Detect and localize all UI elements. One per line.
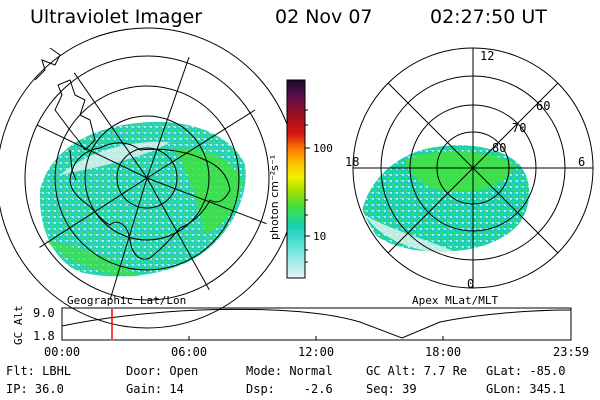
status-door: Door: Open (126, 364, 199, 378)
altitude-plot: 9.0 1.8 GC Alt 00:00 06:00 12:00 18:00 2… (12, 305, 589, 359)
time-tick-0600: 06:00 (171, 345, 207, 359)
status-gain: Gain: 14 (126, 382, 184, 396)
colorbar-tick-100: 100 (313, 142, 333, 155)
status-dsp: Dsp: -2.6 (246, 382, 333, 396)
status-mode: Mode: Normal (246, 364, 333, 378)
status-flt: Flt: LBHL (6, 364, 72, 378)
mlat-label-80: 80 (492, 141, 506, 155)
status-gc-alt: GC Alt: 7.7 Re (366, 364, 468, 378)
mlat-label-60: 60 (536, 99, 550, 113)
altitude-curve (61, 308, 572, 339)
south-america-coastline (54, 79, 96, 151)
colorbar-tick-10: 10 (313, 230, 326, 243)
altitude-plot-frame (61, 307, 572, 341)
mlt-label-18: 18 (345, 155, 359, 169)
alt-tick-9: 9.0 (33, 306, 55, 320)
mlt-label-6: 6 (578, 155, 585, 169)
alt-tick-1.8: 1.8 (33, 329, 55, 343)
colorbar: 100 10 photon cm⁻²s⁻¹ (268, 79, 333, 279)
status-seq: Seq: 39 (366, 382, 417, 396)
colorbar-gradient (286, 79, 306, 279)
alt-axis-label: GC Alt (12, 305, 25, 345)
mlt-label-0: 0 (467, 277, 474, 291)
mlt-label-12: 12 (480, 49, 494, 63)
apex-map-panel: 12 18 6 0 60 70 80 (345, 47, 594, 291)
colorbar-unit-label: photon cm⁻²s⁻¹ (268, 155, 281, 240)
geographic-map-panel (0, 27, 298, 329)
left-panel-caption: Geographic Lat/Lon (67, 294, 186, 307)
antarctica-coastline (69, 142, 231, 260)
right-panel-caption: Apex MLat/MLT (412, 294, 498, 307)
time-tick-1200: 12:00 (298, 345, 334, 359)
status-ip: IP: 36.0 (6, 382, 64, 396)
time-tick-2359: 23:59 (553, 345, 589, 359)
status-glat: GLat: -85.0 (486, 364, 566, 378)
time-label: 02:27:50 UT (430, 6, 547, 28)
time-tick-0000: 00:00 (44, 345, 80, 359)
mlat-label-70: 70 (512, 121, 526, 135)
instrument-title: Ultraviolet Imager (30, 6, 203, 28)
time-tick-1800: 18:00 (425, 345, 461, 359)
status-glon: GLon: 345.1 (486, 382, 566, 396)
date-label: 02 Nov 07 (275, 6, 373, 28)
